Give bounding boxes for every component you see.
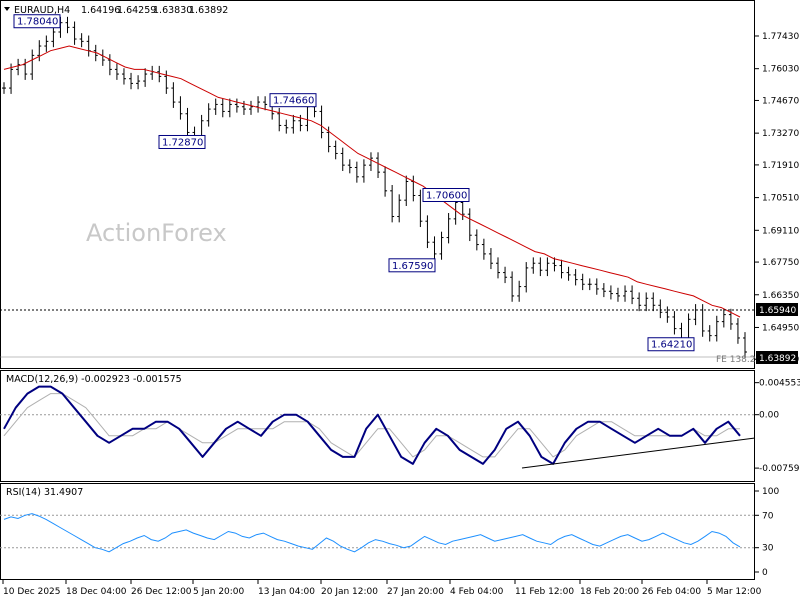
chart-low: 1.63830 (153, 5, 192, 16)
rsi-tick-label: 0 (762, 568, 768, 578)
chart-close: 1.63892 (189, 5, 228, 16)
price-annotation-label: 1.67590 (392, 261, 433, 272)
price-annotation: 1.67590 (388, 258, 436, 273)
price-annotation: 1.78040 (13, 14, 61, 29)
x-tick-label: 5 Mar 12:00 (707, 587, 762, 597)
fe-label: FE 138.2 (716, 355, 756, 365)
price-tick-label: 1.64950 (762, 323, 799, 333)
price-tick-label: 1.73270 (762, 129, 799, 139)
price-annotation-box (422, 188, 470, 203)
x-tick-label: 11 Feb 12:00 (515, 587, 574, 597)
price-tick-label: 1.66350 (762, 291, 799, 301)
x-tick-label: 5 Jan 20:00 (193, 587, 245, 597)
price-annotation-label: 1.74660 (273, 96, 314, 107)
macd-tick-label: 0.004553 (759, 379, 800, 389)
price-tick-label: 1.70510 (762, 194, 799, 204)
x-tick-label: 20 Jan 12:00 (321, 587, 378, 597)
macd-tick-label: 0.00 (759, 411, 779, 421)
last-price-tag-bg (756, 351, 798, 364)
rsi-tick-label: 70 (762, 511, 774, 521)
price-pane (0, 0, 755, 369)
price-tick-label: 1.71910 (762, 161, 799, 171)
macd-title: MACD(12,26,9) -0.002923 -0.001575 (6, 374, 182, 385)
price-annotation: 1.72870 (158, 134, 206, 149)
chart-high: 1.64259 (117, 5, 156, 16)
price-annotation-box (647, 337, 695, 352)
x-tick-label: 26 Feb 04:00 (642, 587, 701, 597)
chart-open: 1.64196 (81, 5, 120, 16)
rsi-line (3, 513, 741, 553)
last-price-tag: 1.63892 (759, 354, 796, 364)
rsi-pane (0, 483, 755, 580)
macd-tick-label: -0.007593 (759, 464, 800, 474)
price-annotation-box (158, 134, 206, 149)
rsi-tick-label: 30 (762, 544, 774, 554)
price-annotation: 1.74660 (269, 93, 317, 108)
price-annotation-label: 1.78040 (17, 17, 58, 28)
price-tick-label: 1.74670 (762, 96, 799, 106)
x-tick-label: 13 Jan 04:00 (258, 587, 315, 597)
moving-average-line (3, 45, 741, 318)
x-tick-label: 18 Dec 04:00 (66, 587, 127, 597)
collapse-triangle-icon[interactable] (4, 7, 10, 11)
price-annotation-label: 1.72870 (162, 137, 203, 148)
price-annotation: 1.64210 (647, 337, 695, 352)
watermark: ActionForex (86, 219, 227, 247)
macd-line (3, 385, 741, 465)
rsi-tick-label: 100 (762, 487, 779, 497)
x-tick-label: 4 Feb 04:00 (450, 587, 504, 597)
price-tick-label: 1.69110 (762, 226, 799, 236)
price-annotation-box (388, 258, 436, 273)
price-tick-label: 1.67750 (762, 258, 799, 268)
price-annotation-box (269, 93, 317, 108)
price-annotation-box (13, 14, 61, 29)
price-level-tag: 1.65940 (759, 306, 796, 316)
macd-trendline (521, 437, 756, 469)
rsi-title: RSI(14) 31.4907 (6, 487, 83, 498)
macd-pane (0, 370, 755, 482)
price-annotation-label: 1.64210 (651, 340, 692, 351)
price-tick-label: 1.77430 (762, 32, 799, 42)
price-tick-label: 1.76030 (762, 65, 799, 75)
price-annotation-label: 1.70600 (426, 191, 467, 202)
x-tick-label: 18 Feb 20:00 (580, 587, 639, 597)
x-tick-label: 10 Dec 2025 (3, 587, 61, 597)
x-tick-label: 26 Dec 12:00 (131, 587, 192, 597)
price-annotation: 1.70600 (422, 188, 470, 203)
price-level-tag-bg (756, 303, 798, 316)
macd-signal-line (3, 393, 740, 458)
x-tick-label: 27 Jan 20:00 (387, 587, 444, 597)
chart-symbol: EURAUD,H4 (14, 5, 70, 16)
